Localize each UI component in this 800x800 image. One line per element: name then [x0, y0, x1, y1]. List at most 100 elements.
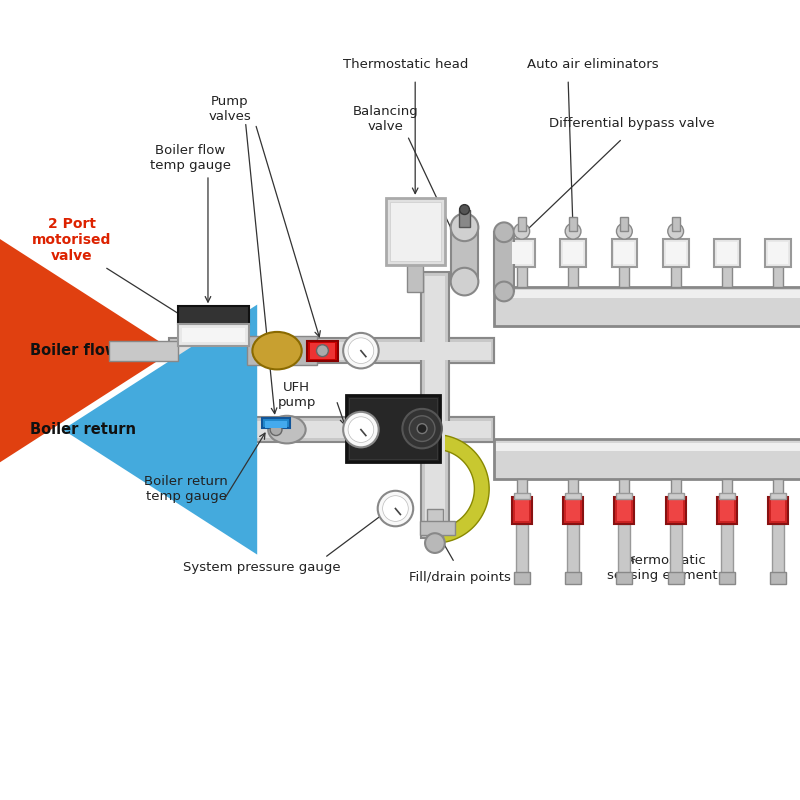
Text: Pump
valves: Pump valves: [208, 95, 251, 123]
Bar: [618, 500, 631, 522]
Text: Boiler flow: Boiler flow: [30, 343, 118, 358]
Text: Thermostatic
sensing element: Thermostatic sensing element: [606, 554, 717, 582]
Bar: [407, 265, 423, 293]
Bar: [182, 328, 246, 342]
Bar: [563, 497, 583, 524]
Bar: [568, 479, 578, 497]
Bar: [770, 493, 786, 498]
Bar: [666, 497, 686, 524]
Bar: [346, 395, 440, 462]
Bar: [435, 338, 494, 363]
Circle shape: [425, 534, 445, 553]
Circle shape: [343, 333, 378, 369]
Bar: [670, 479, 681, 497]
Text: Fill/drain points: Fill/drain points: [409, 571, 510, 584]
Circle shape: [343, 412, 378, 447]
Bar: [717, 242, 737, 264]
Bar: [617, 493, 632, 498]
Ellipse shape: [252, 332, 302, 370]
Bar: [266, 421, 287, 428]
Bar: [496, 443, 800, 451]
Bar: [262, 418, 290, 428]
Bar: [771, 500, 785, 522]
Text: Boiler return
temp gauge: Boiler return temp gauge: [144, 475, 228, 503]
Bar: [310, 342, 335, 358]
Bar: [619, 479, 630, 497]
Text: UFH
pump: UFH pump: [278, 381, 316, 409]
Circle shape: [514, 223, 530, 239]
Text: 2 Port
motorised
valve: 2 Port motorised valve: [32, 217, 111, 263]
Bar: [516, 524, 528, 574]
Circle shape: [317, 345, 328, 357]
Circle shape: [382, 496, 408, 522]
Bar: [518, 218, 526, 231]
Text: Auto air eliminators: Auto air eliminators: [527, 58, 658, 71]
Bar: [247, 336, 317, 366]
Bar: [515, 500, 529, 522]
Bar: [774, 479, 783, 497]
Bar: [614, 497, 634, 524]
Bar: [110, 341, 178, 361]
Circle shape: [348, 338, 374, 363]
Bar: [171, 421, 491, 438]
Bar: [178, 306, 250, 324]
Ellipse shape: [268, 416, 306, 443]
Bar: [421, 272, 449, 538]
Bar: [669, 500, 682, 522]
Bar: [766, 239, 791, 266]
Text: Boiler return: Boiler return: [30, 422, 136, 437]
Bar: [178, 324, 250, 346]
Bar: [566, 500, 580, 522]
Bar: [611, 239, 637, 266]
Bar: [390, 202, 441, 261]
Bar: [517, 479, 526, 497]
Bar: [670, 265, 681, 286]
Bar: [568, 265, 578, 286]
Bar: [512, 242, 532, 264]
Bar: [769, 242, 788, 264]
Circle shape: [565, 223, 581, 239]
Bar: [714, 239, 740, 266]
Bar: [425, 276, 445, 534]
Bar: [565, 493, 581, 498]
Text: Balancing
valve: Balancing valve: [353, 105, 418, 133]
Circle shape: [402, 409, 442, 448]
Bar: [169, 338, 494, 363]
Circle shape: [348, 417, 374, 442]
Bar: [774, 265, 783, 286]
Bar: [427, 509, 443, 543]
Bar: [494, 286, 800, 326]
Bar: [617, 572, 632, 583]
Bar: [420, 522, 454, 535]
Bar: [458, 210, 470, 227]
Bar: [720, 500, 734, 522]
Bar: [772, 524, 784, 574]
Text: Boiler flow
temp gauge: Boiler flow temp gauge: [150, 144, 230, 172]
Text: System pressure gauge: System pressure gauge: [183, 562, 341, 574]
Bar: [494, 232, 514, 291]
Bar: [614, 242, 634, 264]
Bar: [770, 572, 786, 583]
Circle shape: [668, 223, 683, 239]
Bar: [306, 341, 338, 361]
Bar: [663, 239, 689, 266]
Bar: [435, 417, 494, 442]
Circle shape: [410, 416, 435, 442]
Bar: [171, 342, 491, 359]
Circle shape: [459, 205, 470, 214]
Bar: [514, 572, 530, 583]
Bar: [722, 265, 732, 286]
Polygon shape: [435, 434, 489, 543]
Bar: [619, 265, 630, 286]
Bar: [668, 572, 683, 583]
Bar: [494, 439, 800, 479]
Bar: [169, 417, 494, 442]
Circle shape: [494, 282, 514, 302]
Circle shape: [417, 424, 427, 434]
Text: Differential bypass valve: Differential bypass valve: [550, 118, 715, 130]
Bar: [569, 218, 577, 231]
Bar: [512, 497, 532, 524]
Circle shape: [450, 268, 478, 295]
Bar: [563, 242, 583, 264]
Bar: [719, 493, 735, 498]
